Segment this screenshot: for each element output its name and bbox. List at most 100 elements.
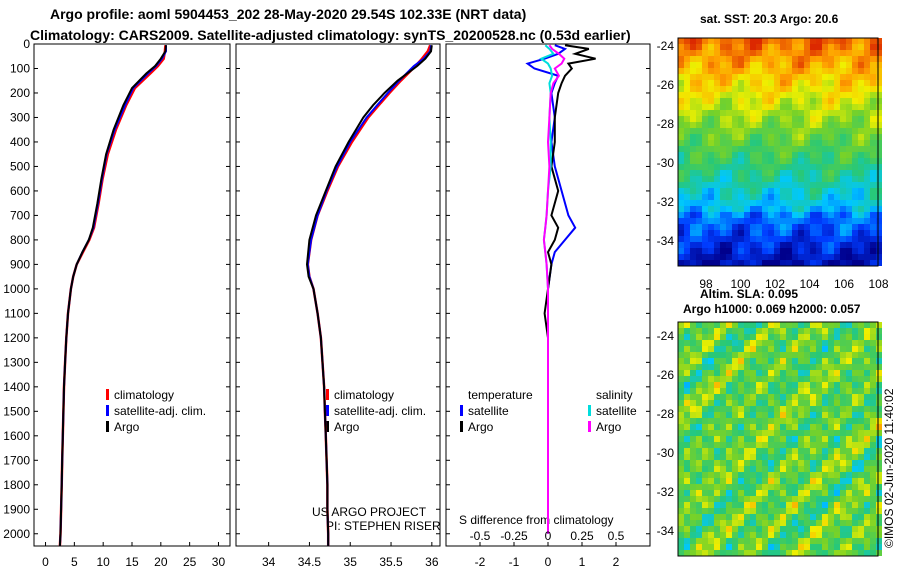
difference-line-temperature-argo — [543, 44, 596, 534]
x-tick-label: -1 — [509, 555, 520, 569]
legend-swatch-argo — [326, 421, 329, 432]
sst-map-ytick: -24 — [657, 39, 675, 53]
sla-map-ytick: -34 — [657, 524, 675, 538]
x-tick-label: 34 — [262, 555, 276, 569]
sst-map-ytick: -26 — [657, 78, 675, 92]
sst-map-xtick: 100 — [730, 277, 750, 291]
x-tick-label: 15 — [125, 555, 139, 569]
depth-tick-label: 300 — [10, 110, 30, 124]
x-tick-label: 20 — [154, 555, 168, 569]
depth-tick-label: 100 — [10, 61, 30, 75]
legend-label-satellite: satellite-adj. clim. — [114, 404, 206, 418]
temperature-legend: climatology satellite-adj. clim. Argo — [106, 388, 206, 434]
difference-line-salinity-argo — [542, 44, 566, 534]
x-tick-label: 35.5 — [379, 555, 403, 569]
legend-swatch-climatology — [106, 389, 109, 400]
sla-map-ytick: -26 — [657, 368, 675, 382]
depth-tick-label: 800 — [10, 233, 30, 247]
sst-map-xtick: 104 — [799, 277, 819, 291]
depth-tick-label: 1000 — [3, 282, 30, 296]
temperature-line-satellite-adj--clim- — [58, 45, 167, 547]
depth-tick-label: 1500 — [3, 404, 30, 418]
x-tick-label: 0 — [42, 555, 49, 569]
sal-diff-tick-label: -0.5 — [470, 529, 491, 543]
depth-tick-label: 1100 — [4, 306, 30, 320]
plot-frame-1 — [33, 43, 231, 547]
sla-map-ytick: -24 — [657, 329, 675, 343]
sal-diff-tick-label: -0.25 — [500, 529, 528, 543]
x-tick-label: 5 — [71, 555, 78, 569]
sla-map-ytick: -32 — [657, 485, 675, 499]
legend-label-temp-argo: Argo — [468, 420, 494, 434]
legend-label-satellite: satellite-adj. clim. — [334, 404, 426, 418]
x-tick-label: 2 — [613, 555, 620, 569]
legend-swatch-temp-satellite — [460, 405, 463, 416]
sal-diff-tick-label: 0.5 — [608, 529, 625, 543]
sst-map-xtick: 106 — [834, 277, 854, 291]
sst-map-ytick: -32 — [657, 195, 675, 209]
legend-title-temperature: temperature — [468, 388, 533, 402]
temperature-line-climatology — [58, 45, 167, 547]
depth-tick-label: 900 — [10, 257, 30, 271]
plot-frame-2 — [235, 43, 441, 547]
x-tick-label: -2 — [475, 555, 486, 569]
sst-map-grid-frame — [677, 37, 879, 267]
legend-swatch-satellite — [106, 405, 109, 416]
sla-map-grid — [678, 322, 882, 556]
depth-tick-label: 1900 — [3, 502, 30, 516]
difference-xlabel: S difference from climatology — [459, 513, 614, 527]
legend-swatch-satellite — [326, 405, 329, 416]
temperature-line-argo — [58, 45, 167, 547]
x-tick-label: 34.5 — [298, 555, 322, 569]
legend-swatch-sal-argo — [588, 421, 591, 432]
legend-label-climatology: climatology — [114, 388, 174, 402]
difference-legend: temperature salinity satellite Argo sate… — [459, 388, 637, 527]
x-tick-label: 1 — [579, 555, 586, 569]
chart-title-line2: Climatology: CARS2009. Satellite-adjuste… — [30, 27, 631, 43]
sst-map-ytick: -34 — [657, 234, 675, 248]
depth-tick-label: 0 — [23, 37, 30, 51]
legend-title-salinity: salinity — [596, 388, 633, 402]
legend-label-sal-satellite: satellite — [596, 404, 637, 418]
salinity-line-argo — [305, 45, 433, 546]
depth-tick-label: 600 — [10, 184, 30, 198]
salinity-legend: climatology satellite-adj. clim. Argo US… — [312, 388, 441, 533]
imos-stamp: ©IMOS 02-Jun-2020 11:40:02 — [882, 388, 896, 548]
depth-tick-label: 700 — [10, 208, 30, 222]
legend-label-temp-satellite: satellite — [468, 404, 509, 418]
depth-tick-label: 1200 — [3, 331, 30, 345]
sal-diff-tick-label: 0.25 — [570, 529, 594, 543]
sla-map-ytick: -28 — [657, 407, 675, 421]
chart-title-line1: Argo profile: aoml 5904453_202 28-May-20… — [50, 6, 527, 22]
x-tick-label: 25 — [183, 555, 197, 569]
depth-tick-label: 1300 — [3, 355, 30, 369]
sst-map-xtick: 102 — [765, 277, 785, 291]
legend-label-argo: Argo — [114, 420, 140, 434]
difference-line-temperature-satellite — [525, 44, 577, 534]
sst-map-title: sat. SST: 20.3 Argo: 20.6 — [700, 12, 839, 26]
sst-map-ytick: -28 — [657, 117, 675, 131]
depth-tick-label: 200 — [10, 86, 30, 100]
sla-map-grid-frame — [677, 321, 879, 557]
legend-swatch-sal-satellite — [588, 405, 591, 416]
legend-label-sal-argo: Argo — [596, 420, 622, 434]
legend-swatch-argo — [106, 421, 109, 432]
sla-map-title: Altim. SLA: 0.095 — [700, 287, 798, 301]
depth-tick-label: 2000 — [3, 527, 30, 541]
legend-swatch-temp-argo — [460, 421, 463, 432]
legend-label-climatology: climatology — [334, 388, 394, 402]
x-tick-label: 0 — [545, 555, 552, 569]
x-tick-label: 30 — [212, 555, 226, 569]
depth-tick-label: 1700 — [3, 453, 30, 467]
sal-diff-tick-label: 0 — [545, 529, 552, 543]
x-tick-label: 10 — [96, 555, 110, 569]
pi-annotation: PI: STEPHEN RISER — [326, 519, 441, 533]
sst-map-xtick: 108 — [868, 277, 888, 291]
legend-label-argo: Argo — [334, 420, 360, 434]
legend-swatch-climatology — [326, 389, 329, 400]
depth-tick-label: 1600 — [3, 429, 30, 443]
depth-tick-label: 400 — [10, 135, 30, 149]
x-tick-label: 36 — [425, 555, 439, 569]
sst-map-xtick: 98 — [699, 277, 713, 291]
